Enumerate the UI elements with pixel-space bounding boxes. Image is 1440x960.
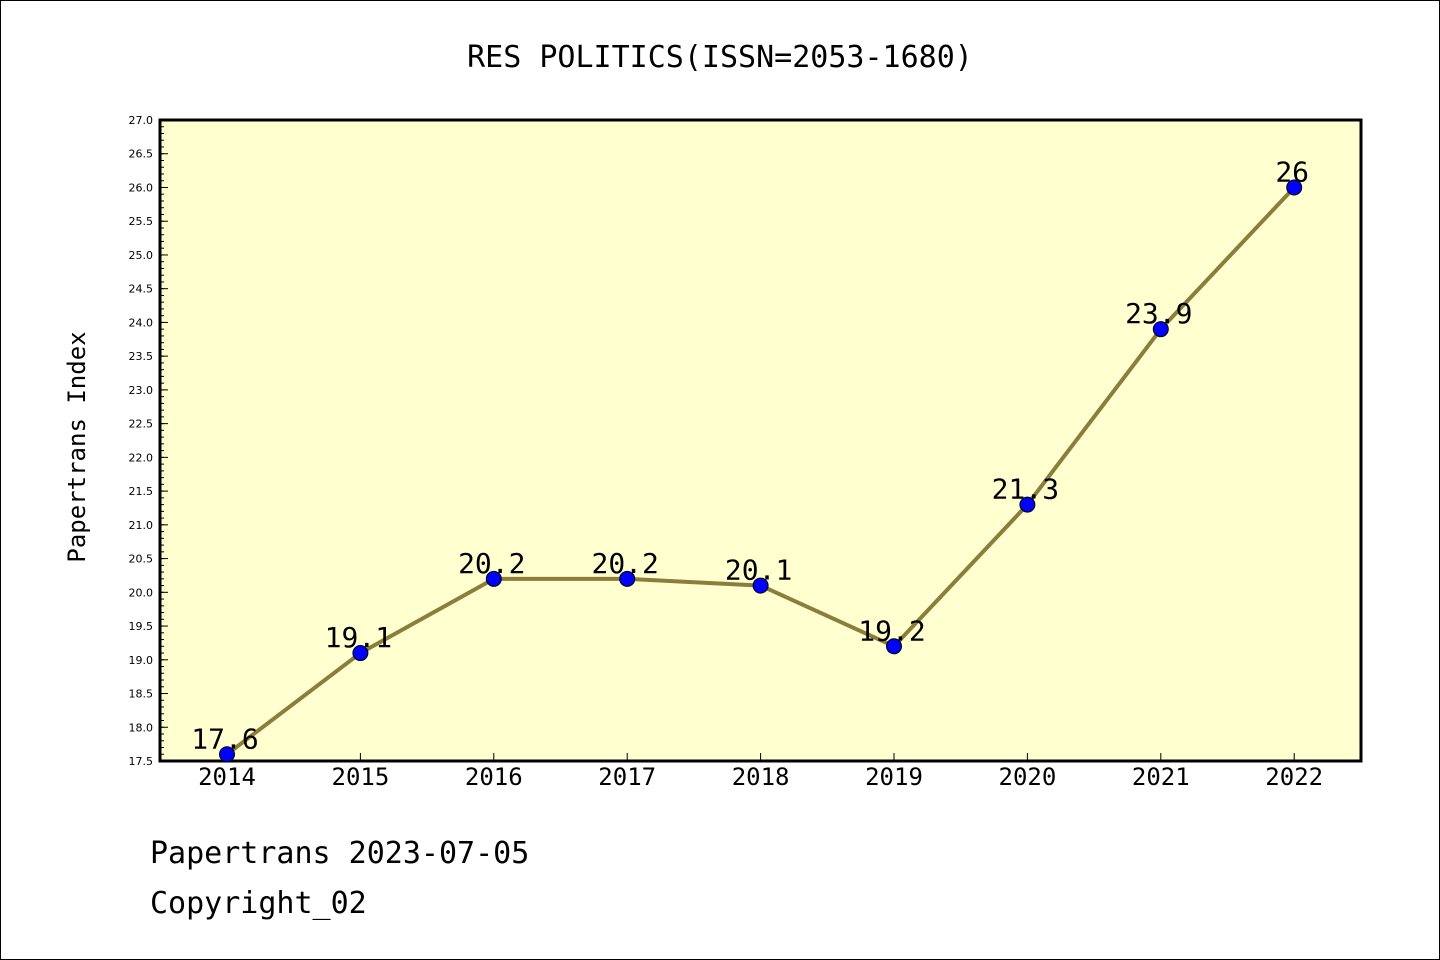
y-tick-label: 21.0	[129, 519, 154, 532]
x-axis: 2014 2015 2016 2017 2018 2019 2020 2021 2022	[198, 753, 1323, 791]
data-point	[1286, 179, 1303, 196]
y-tick-label: 24.5	[129, 283, 154, 296]
footer-date: Papertrans 2023-07-05	[150, 836, 530, 871]
y-tick-label: 26.0	[129, 181, 154, 194]
y-tick-label: 19.5	[129, 620, 154, 633]
data-point	[752, 577, 769, 594]
x-tick-label: 2022	[1265, 763, 1323, 791]
y-tick-label: 21.5	[129, 485, 154, 498]
y-tick-label: 20.5	[129, 553, 154, 566]
y-axis: 17.5 18.0 18.5 19.0 19.5 20.0 20.5 21.0 21.5 22.0…	[129, 114, 168, 768]
y-axis-label: Papertrans Index	[63, 331, 91, 562]
data-label: 19.2	[858, 614, 925, 647]
x-tick-label: 2018	[732, 763, 790, 791]
plot-area	[158, 118, 1363, 763]
y-tick-label: 25.5	[129, 215, 154, 228]
y-tick-label: 20.0	[129, 586, 154, 599]
data-label: 17.6	[191, 722, 258, 755]
x-tick-label: 2020	[999, 763, 1057, 791]
data-label: 20.1	[725, 554, 792, 587]
y-tick-label: 25.0	[129, 249, 154, 262]
chart-title: RES POLITICS(ISSN=2053-1680)	[467, 40, 973, 75]
x-tick-label: 2021	[1132, 763, 1190, 791]
data-point	[485, 570, 502, 587]
y-tick-label: 22.5	[129, 418, 154, 431]
data-label: 20.2	[591, 547, 658, 580]
data-point	[886, 638, 902, 655]
x-tick-label: 2017	[598, 763, 656, 791]
y-tick-label: 26.5	[129, 148, 154, 161]
y-tick-label: 17.5	[129, 755, 154, 768]
data-label: 21.3	[992, 473, 1059, 506]
data-point	[1152, 321, 1169, 338]
data-point	[619, 570, 636, 587]
y-tick-label: 27.0	[129, 114, 154, 127]
data-label: 23.9	[1125, 297, 1192, 330]
y-tick-label: 18.5	[129, 688, 154, 701]
x-tick-label: 2016	[465, 763, 523, 791]
y-tick-label: 23.5	[129, 350, 154, 363]
y-tick-label: 22.0	[129, 451, 154, 464]
y-tick-label: 19.0	[129, 654, 154, 667]
markers	[219, 179, 1303, 763]
data-point	[219, 746, 235, 763]
data-point	[352, 645, 369, 662]
y-tick-label: 23.0	[129, 384, 154, 397]
y-tick-label: 18.0	[129, 721, 154, 734]
x-tick-label: 2015	[332, 763, 390, 791]
footer-copyright: Copyright_02	[150, 886, 367, 921]
y-tick-label: 24.0	[129, 316, 154, 329]
data-label: 26	[1275, 155, 1309, 188]
data-label: 20.2	[458, 547, 525, 580]
data-label: 19.1	[325, 621, 392, 654]
value-labels: 17.6 19.1 20.2 20.2 20.1 19.2 21.3 23.9 26	[191, 155, 1309, 755]
data-point	[1019, 496, 1036, 513]
x-tick-label: 2019	[865, 763, 923, 791]
x-tick-label: 2014	[198, 763, 256, 791]
